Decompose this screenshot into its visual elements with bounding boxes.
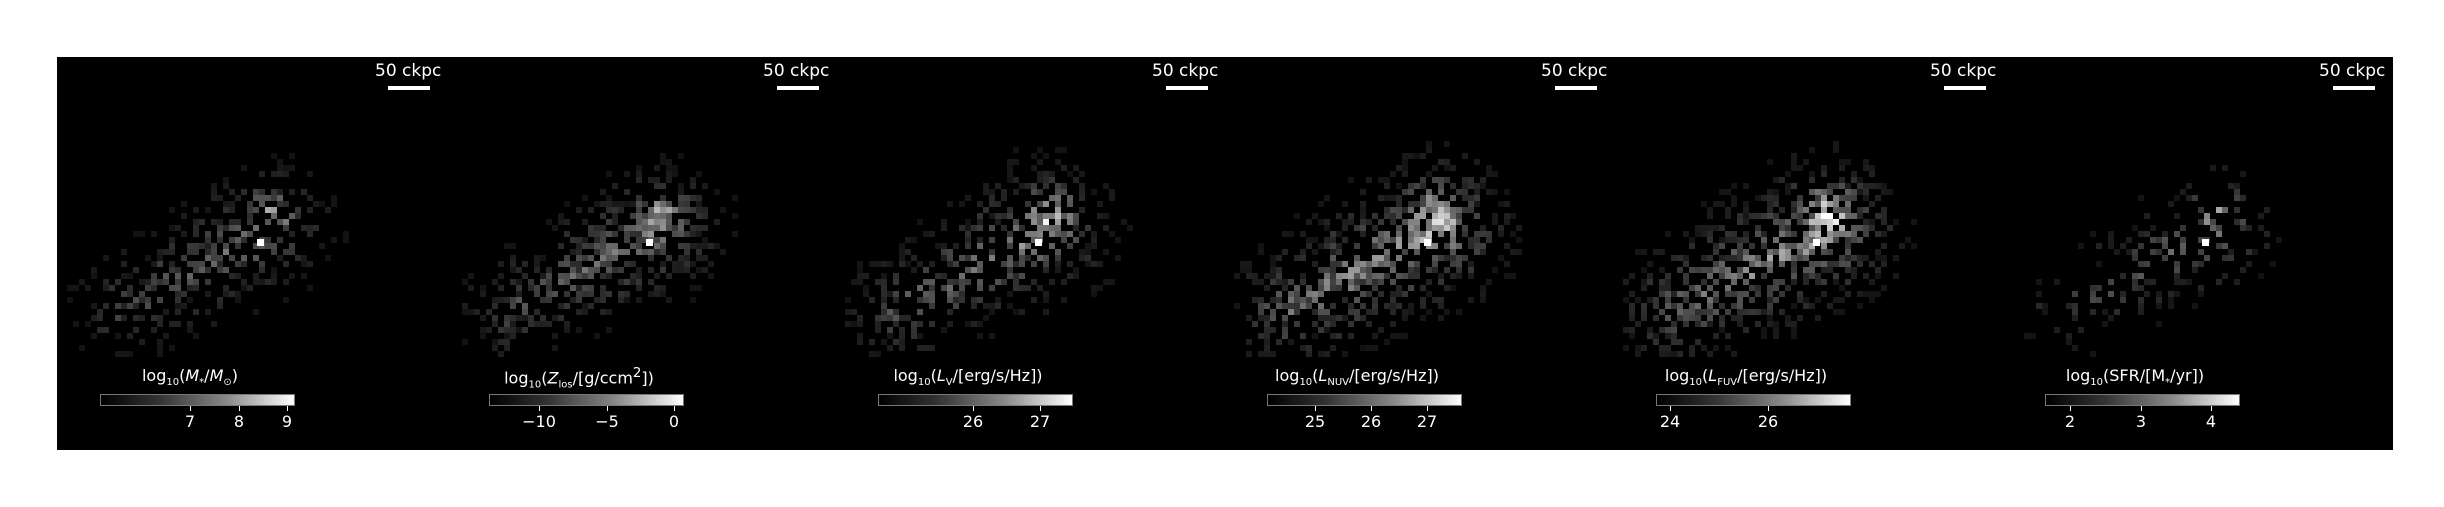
colorbar bbox=[100, 394, 295, 406]
panel-metallicity: 50 ckpc log10(Zlos/[g/ccm2]) −10 −5 0 bbox=[446, 57, 833, 450]
galaxy-map-fuv bbox=[1623, 141, 1917, 357]
colorbar-tick-label: 24 bbox=[1659, 412, 1681, 431]
colorbar-tick bbox=[1371, 406, 1372, 411]
colorbar-tick-label: 3 bbox=[2135, 412, 2147, 431]
colorbar-tick bbox=[607, 406, 608, 411]
scalebar-line bbox=[777, 86, 819, 90]
scalebar-label: 50 ckpc bbox=[2319, 61, 2386, 81]
scalebar-label: 50 ckpc bbox=[375, 61, 442, 81]
colorbar-tick-label: −5 bbox=[595, 412, 619, 431]
colorbar bbox=[878, 394, 1073, 406]
colorbar-tick bbox=[1670, 406, 1671, 411]
colorbar-tick-label: 26 bbox=[962, 412, 984, 431]
galaxy-map-metallicity bbox=[462, 153, 738, 357]
colorbar-tick bbox=[1427, 406, 1428, 411]
colorbar-tick-label: 27 bbox=[1029, 412, 1051, 431]
scalebar-line bbox=[2333, 86, 2375, 90]
colorbar-label: log10(SFR/[M*/yr]) bbox=[2065, 366, 2205, 389]
scalebar-line bbox=[388, 86, 430, 90]
panel-fuv: 50 ckpc log10(LFUV/[erg/s/Hz]) 24 26 bbox=[1613, 57, 2000, 450]
colorbar-tick bbox=[1768, 406, 1769, 411]
colorbar-tick-label: 26 bbox=[1757, 412, 1779, 431]
colorbar-tick bbox=[190, 406, 191, 411]
colorbar-tick bbox=[2141, 406, 2142, 411]
panel-nuv: 50 ckpc log10(LNUV/[erg/s/Hz]) 25 26 27 bbox=[1224, 57, 1611, 450]
colorbar-tick-label: 8 bbox=[233, 412, 245, 431]
colorbar-tick bbox=[1315, 406, 1316, 411]
colorbar-tick bbox=[1040, 406, 1041, 411]
colorbar-tick-label: 0 bbox=[668, 412, 680, 431]
colorbar-tick-label: 26 bbox=[1360, 412, 1382, 431]
scalebar-label: 50 ckpc bbox=[763, 61, 830, 81]
panel-sfr: 50 ckpc log10(SFR/[M*/yr]) 2 3 4 bbox=[2002, 57, 2389, 450]
colorbar-tick bbox=[287, 406, 288, 411]
colorbar bbox=[489, 394, 684, 406]
colorbar-label: log10(Zlos/[g/ccm2]) bbox=[504, 366, 654, 391]
colorbar-tick bbox=[674, 406, 675, 411]
colorbar-tick-label: 9 bbox=[281, 412, 293, 431]
colorbar bbox=[1267, 394, 1462, 406]
colorbar-label: log10(LV/[erg/s/Hz]) bbox=[893, 366, 1043, 389]
galaxy-map-sfr bbox=[2024, 165, 2282, 357]
colorbar-label: log10(LFUV/[erg/s/Hz]) bbox=[1664, 366, 1828, 389]
scalebar-line bbox=[1944, 86, 1986, 90]
colorbar-tick-label: 2 bbox=[2064, 412, 2076, 431]
colorbar-label: log10(LNUV/[erg/s/Hz]) bbox=[1275, 366, 1439, 389]
figure: 50 ckpc log10(M*/M⊙) 7 8 9 50 ckpc log10(Zlos/… bbox=[57, 57, 2393, 450]
colorbar-tick-label: 25 bbox=[1304, 412, 1326, 431]
colorbar-tick-label: 27 bbox=[1416, 412, 1438, 431]
colorbar-tick-label: 7 bbox=[184, 412, 196, 431]
panel-stellar-mass: 50 ckpc log10(M*/M⊙) 7 8 9 bbox=[57, 57, 444, 450]
colorbar bbox=[1656, 394, 1851, 406]
colorbar-tick-label: 4 bbox=[2205, 412, 2217, 431]
colorbar-tick bbox=[2070, 406, 2071, 411]
colorbar-label: log10(M*/M⊙) bbox=[141, 366, 239, 389]
scalebar-line bbox=[1166, 86, 1208, 90]
colorbar-tick bbox=[539, 406, 540, 411]
panel-v-band: 50 ckpc log10(LV/[erg/s/Hz]) 26 27 bbox=[835, 57, 1222, 450]
galaxy-map-nuv bbox=[1234, 141, 1522, 357]
scalebar-label: 50 ckpc bbox=[1541, 61, 1608, 81]
galaxy-map-stellar-mass bbox=[67, 153, 349, 357]
colorbar bbox=[2045, 394, 2240, 406]
scalebar-label: 50 ckpc bbox=[1152, 61, 1219, 81]
colorbar-tick-label: −10 bbox=[522, 412, 556, 431]
scalebar-label: 50 ckpc bbox=[1930, 61, 1997, 81]
galaxy-map-v-band bbox=[845, 147, 1133, 357]
scalebar-line bbox=[1555, 86, 1597, 90]
colorbar-tick bbox=[239, 406, 240, 411]
colorbar-tick bbox=[2211, 406, 2212, 411]
colorbar-tick bbox=[973, 406, 974, 411]
